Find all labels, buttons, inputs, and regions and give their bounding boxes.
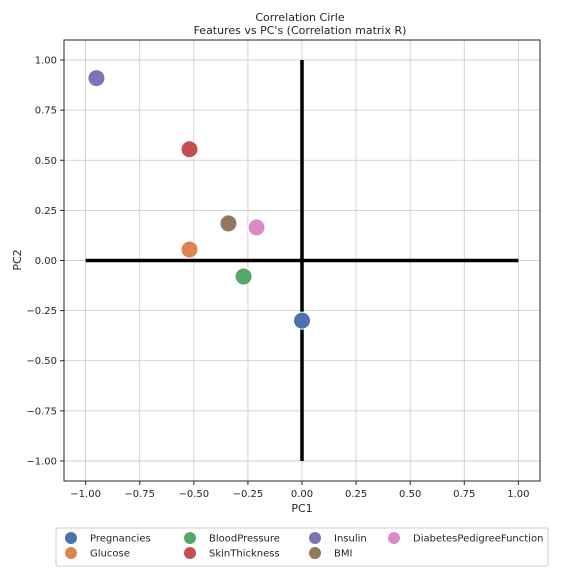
point-glucose [180,240,199,259]
point-insulin [87,69,106,88]
legend-marker [65,547,77,559]
y-tick-label: 0.75 [35,106,57,117]
point-pregnancies [293,311,311,330]
y-tick-label: 0.50 [35,156,57,167]
y-tick-label: −0.25 [26,306,57,317]
x-tick-label: −0.50 [178,489,209,500]
legend-label: Glucose [90,549,130,560]
y-tick-label: 0.25 [35,206,57,217]
legend-label: Insulin [334,534,367,545]
point-bmi [219,214,238,233]
point-blood-pressure [234,267,253,286]
legend-label: Pregnancies [90,534,151,545]
legend-item-blood-pressure: BloodPressure [184,532,280,545]
legend-marker [65,532,77,544]
y-tick-label: 1.00 [35,56,57,67]
y-axis-title: PC2 [11,249,24,270]
legend-marker [388,532,400,544]
x-tick-label: 1.00 [507,489,529,500]
y-axis-ticks: 1.00 0.75 0.50 0.25 0.00 −0.25 −0.50 −0.75 −1.00 [26,56,64,467]
legend-label: DiabetesPedigreeFunction [413,534,543,545]
legend-item-skin-thickness: SkinThickness [184,547,280,560]
y-tick-label: −0.75 [26,406,57,417]
legend: Pregnancies Glucose BloodPressure SkinThick… [55,527,549,567]
legend-marker [309,547,321,559]
x-tick-label: −1.00 [70,489,101,500]
legend-item-pregnancies: Pregnancies [65,532,151,545]
legend-marker [309,532,321,544]
legend-marker [184,547,196,559]
point-diabetes-pedigree-function [247,218,266,237]
legend-item-diabetes-pedigree-function: DiabetesPedigreeFunction [388,532,543,545]
legend-item-insulin: Insulin [309,532,367,545]
reference-lines [85,60,519,461]
legend-items: Pregnancies Glucose BloodPressure SkinThick… [65,532,543,560]
data-points [87,69,311,330]
legend-label: BloodPressure [209,534,280,545]
legend-frame [55,527,549,567]
chart-subtitle: Features vs PC's (Correlation matrix R) [194,24,407,37]
y-tick-label: −0.50 [26,356,57,367]
x-tick-label: −0.25 [233,489,264,500]
x-tick-label: 0.75 [453,489,475,500]
point-skin-thickness [180,140,199,159]
x-tick-label: −0.75 [124,489,155,500]
legend-label: SkinThickness [209,549,280,560]
x-tick-label: 0.25 [345,489,367,500]
legend-item-glucose: Glucose [65,547,130,560]
x-axis-ticks: −1.00 −0.75 −0.50 −0.25 0.00 0.25 0.50 0.75 1.00 [70,481,529,500]
legend-item-bmi: BMI [309,547,352,560]
x-tick-label: 0.00 [291,489,313,500]
y-tick-label: 0.00 [35,256,57,267]
chart-title: Correlation Cirle [255,11,344,24]
y-tick-label: −1.00 [26,456,57,467]
legend-label: BMI [334,549,352,560]
legend-marker [184,532,196,544]
x-axis-title: PC1 [291,502,312,515]
x-tick-label: 0.50 [399,489,421,500]
